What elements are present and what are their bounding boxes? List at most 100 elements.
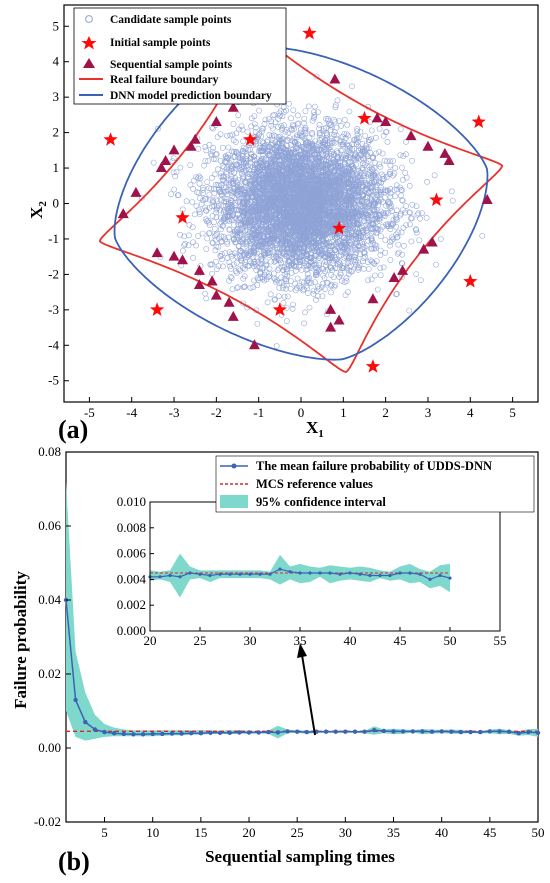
candidate-point: [250, 284, 257, 291]
candidate-point: [333, 249, 340, 255]
candidate-point: [235, 266, 242, 273]
candidate-point: [269, 125, 276, 132]
candidate-point: [372, 134, 379, 141]
candidate-point: [332, 265, 338, 272]
candidate-point: [387, 242, 393, 249]
candidate-point: [381, 157, 388, 164]
candidate-point: [331, 168, 338, 175]
candidate-point: [203, 147, 210, 154]
candidate-point: [309, 129, 315, 136]
candidate-point: [312, 261, 319, 268]
candidate-point: [212, 151, 219, 158]
candidate-point: [316, 132, 323, 139]
candidate-point: [213, 209, 220, 216]
candidate-point: [229, 148, 236, 155]
candidate-point: [187, 162, 194, 168]
candidate-point: [177, 231, 183, 238]
candidate-point: [182, 240, 188, 247]
candidate-point: [282, 128, 289, 135]
candidate-point: [181, 233, 188, 240]
candidate-point: [199, 230, 206, 237]
candidate-point: [174, 192, 181, 199]
candidate-point: [437, 236, 444, 242]
candidate-point: [365, 259, 371, 266]
candidate-point: [318, 284, 325, 290]
candidate-point: [230, 137, 237, 144]
candidate-point: [423, 215, 430, 221]
candidate-point: [312, 166, 318, 172]
candidate-point: [198, 201, 205, 207]
candidate-point: [328, 289, 334, 296]
candidate-point: [378, 208, 384, 215]
candidate-point: [347, 249, 354, 256]
candidate-point: [272, 133, 279, 140]
candidate-point: [250, 260, 257, 267]
candidate-point: [236, 196, 243, 203]
candidate-point: [387, 257, 394, 263]
candidate-point: [210, 197, 216, 204]
candidate-point: [206, 191, 213, 198]
candidate-point: [298, 132, 304, 139]
candidate-point: [399, 197, 405, 203]
candidate-point: [380, 133, 387, 139]
candidate-point: [377, 265, 384, 271]
candidate-point: [356, 233, 363, 239]
candidate-point: [360, 155, 366, 162]
candidate-point: [251, 157, 258, 164]
candidate-point: [316, 187, 323, 194]
candidate-point: [298, 267, 305, 273]
candidate-point: [413, 271, 420, 277]
candidate-point: [233, 130, 240, 137]
candidate-point: [275, 151, 282, 158]
candidate-point: [361, 250, 368, 257]
candidate-point: [400, 224, 407, 231]
candidate-point: [209, 261, 215, 268]
candidate-point: [335, 162, 342, 169]
candidate-point: [223, 159, 230, 166]
candidate-point: [332, 104, 339, 111]
candidate-point: [238, 182, 245, 189]
candidate-point: [334, 256, 340, 263]
candidate-point: [393, 182, 400, 189]
candidate-point: [387, 226, 394, 233]
candidate-point: [267, 249, 273, 256]
candidate-point: [235, 198, 241, 205]
candidate-point: [382, 237, 389, 243]
candidate-point: [217, 214, 224, 221]
candidate-point: [342, 135, 349, 141]
candidate-point: [218, 226, 224, 233]
candidate-point: [433, 261, 439, 268]
candidate-point: [280, 300, 287, 306]
candidate-point: [268, 258, 274, 265]
candidate-point: [314, 268, 321, 275]
candidate-point: [415, 210, 422, 217]
candidate-point: [419, 210, 425, 217]
candidate-point: [351, 183, 358, 190]
candidate-point: [376, 161, 383, 168]
candidate-point: [231, 261, 237, 268]
candidate-point: [333, 132, 340, 139]
candidate-point: [479, 232, 486, 239]
candidate-point: [219, 144, 226, 151]
candidate-point: [376, 125, 383, 132]
candidate-point: [253, 124, 259, 131]
candidate-point: [340, 247, 346, 254]
candidate-point: [208, 151, 214, 157]
candidate-point: [317, 129, 323, 136]
candidate-point: [378, 171, 385, 178]
candidate-point: [224, 255, 231, 261]
candidate-point: [214, 266, 220, 272]
candidate-point: [390, 216, 397, 223]
candidate-point: [250, 184, 257, 191]
candidate-point: [234, 190, 240, 196]
candidate-point: [230, 154, 237, 160]
candidate-point: [224, 132, 230, 139]
candidate-point: [266, 132, 273, 138]
candidate-point: [368, 276, 375, 283]
candidate-point: [189, 224, 196, 231]
candidate-point: [281, 276, 288, 282]
candidate-point: [309, 142, 316, 149]
candidate-point: [180, 247, 186, 254]
